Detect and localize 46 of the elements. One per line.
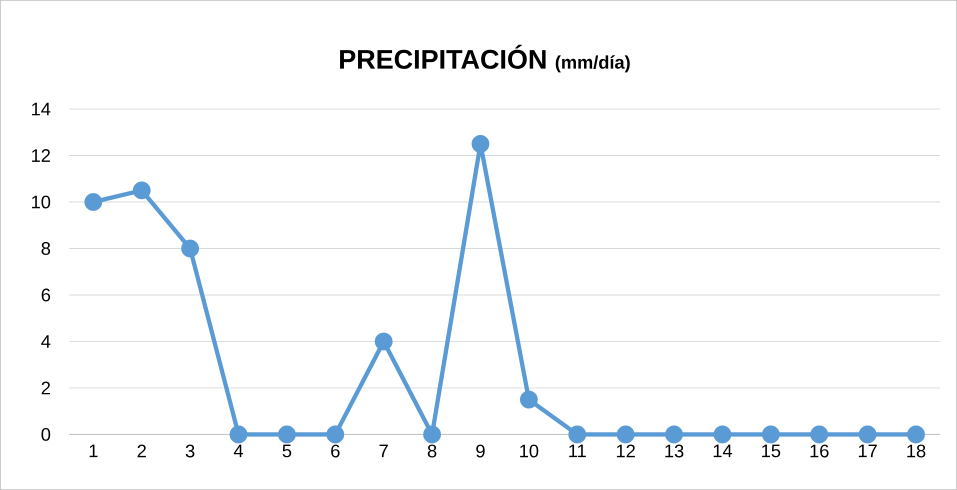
point	[230, 426, 248, 444]
x-tick-label: 14	[714, 444, 732, 458]
x-tick-label: 9	[476, 444, 485, 458]
x-tick-label: 2	[138, 444, 146, 458]
y-tick-label: 8	[42, 242, 50, 255]
point	[858, 426, 877, 444]
x-tick-label: 7	[380, 444, 388, 458]
x-tick-label: 10	[520, 444, 538, 458]
point	[181, 240, 200, 258]
x-tick-label: 6	[331, 444, 340, 458]
chart-subtitle: (mm/día)	[556, 55, 630, 72]
point	[374, 332, 393, 350]
point	[326, 426, 344, 444]
x-tick-label: 11	[569, 444, 586, 458]
y-tick-label: 14	[32, 102, 50, 116]
point	[84, 193, 102, 211]
point	[616, 426, 635, 444]
point	[907, 426, 925, 444]
chart-title: PRECIPITACIÓN	[340, 44, 546, 69]
point	[472, 135, 490, 153]
y-tick-label: 6	[42, 288, 50, 302]
x-tick-label: 13	[665, 444, 684, 458]
x-tick-label: 4	[234, 444, 244, 458]
point	[132, 181, 151, 200]
y-tick-label: 10	[32, 196, 50, 208]
x-tick-label: 3	[186, 444, 194, 458]
point	[520, 390, 538, 408]
point	[714, 426, 732, 444]
y-tick-label: 2	[42, 382, 50, 394]
x-tick-label: 15	[762, 444, 780, 458]
x-tick-label: 12	[616, 444, 635, 458]
x-tick-label: 18	[907, 444, 926, 458]
x-tick-label: 17	[858, 444, 877, 458]
point	[568, 426, 586, 444]
y-tick-label: 4	[41, 335, 50, 348]
x-tick-label: 1	[90, 444, 98, 458]
point	[665, 426, 683, 444]
point	[423, 426, 441, 444]
point	[762, 426, 780, 444]
x-tick-label: 16	[810, 444, 829, 458]
point	[278, 426, 296, 444]
x-tick-label: 8	[428, 444, 436, 458]
y-tick-label: 0	[41, 428, 50, 441]
x-tick-label: 5	[282, 444, 292, 458]
point	[810, 426, 828, 444]
y-tick-label: 12	[32, 149, 50, 162]
